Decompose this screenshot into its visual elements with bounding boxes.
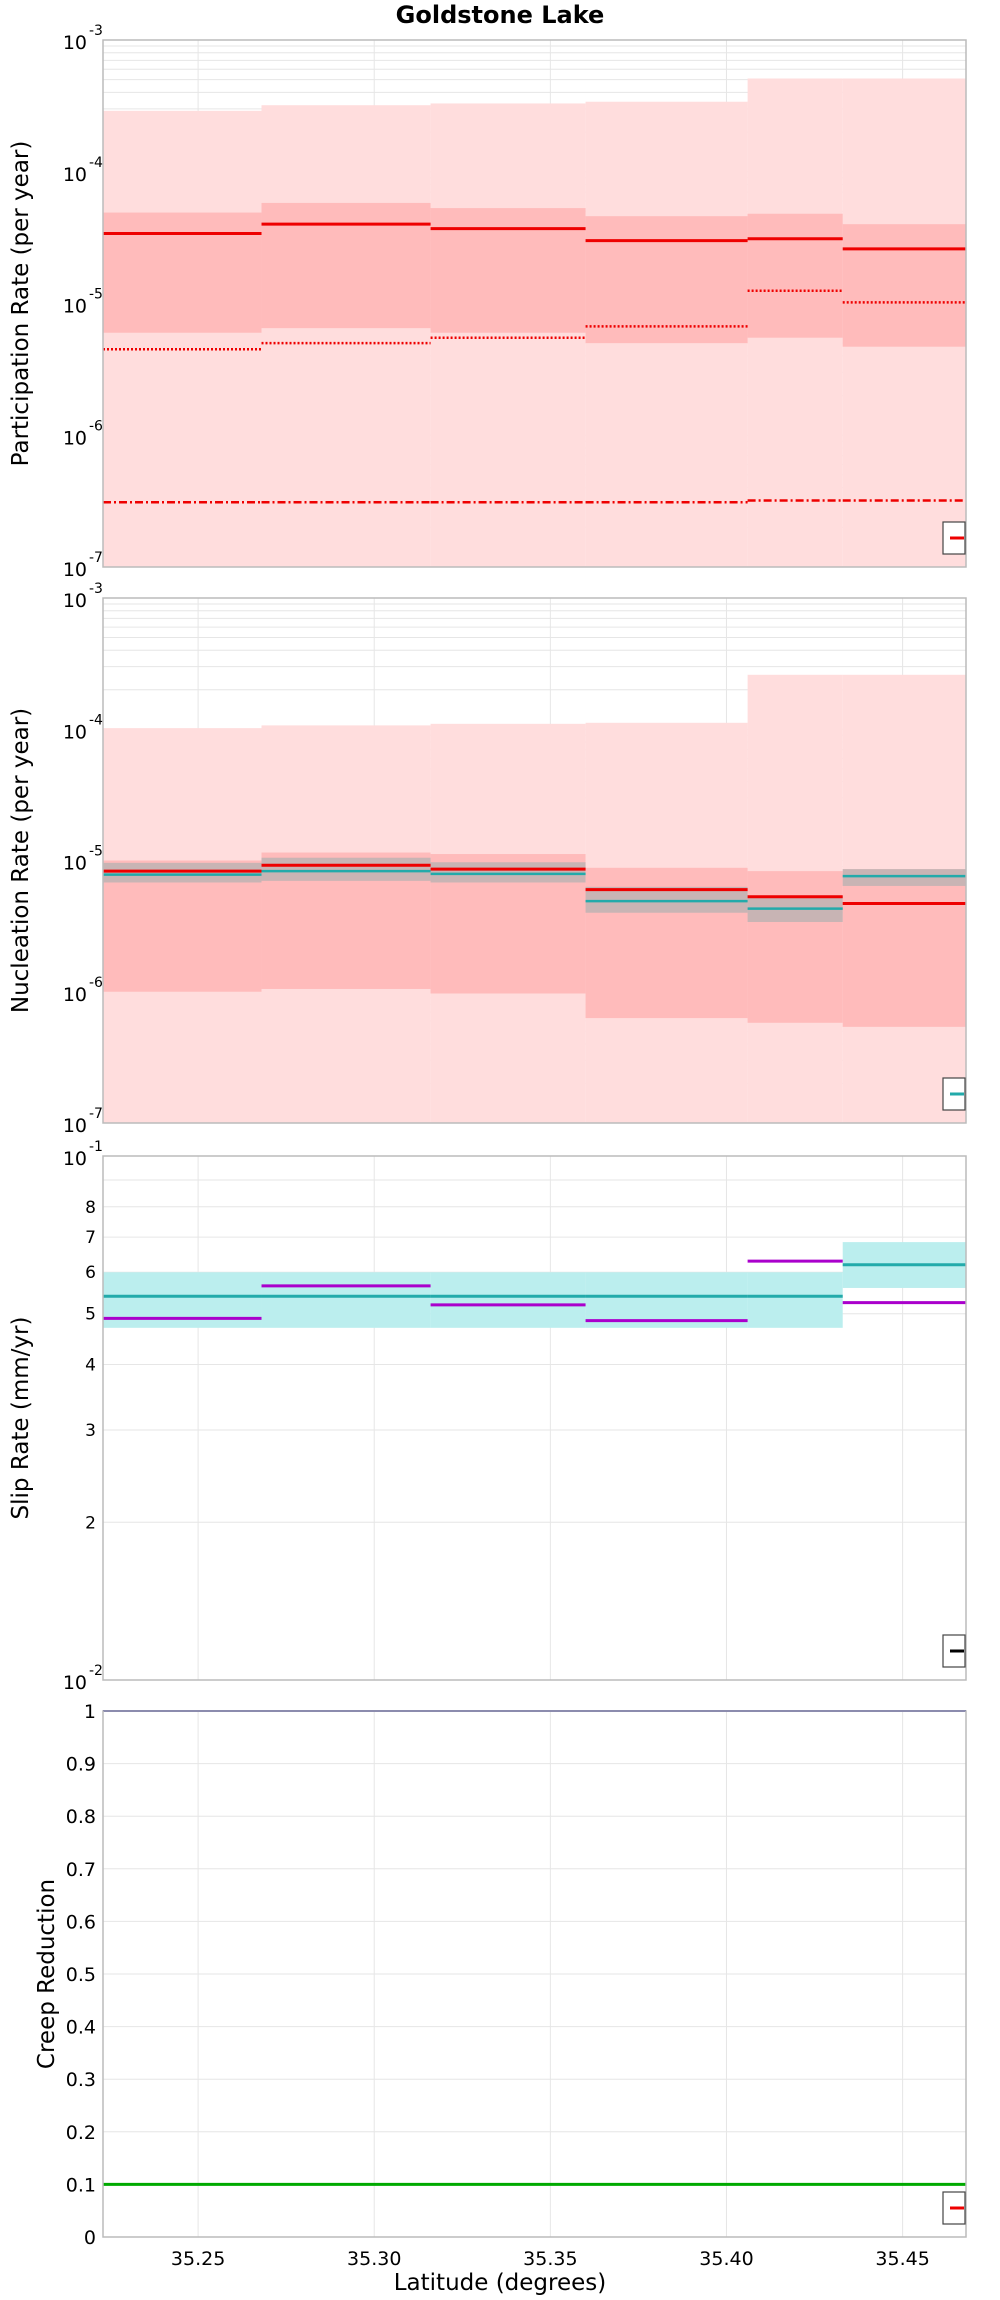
y-tick-base: 10 bbox=[63, 1148, 87, 1170]
y-tick-exponent: -5 bbox=[89, 287, 103, 303]
y-axis-label: Slip Rate (mm/yr) bbox=[8, 1317, 34, 1520]
band-inner bbox=[842, 224, 966, 347]
y-tick-base: 10 bbox=[63, 296, 87, 318]
band-teal bbox=[261, 1272, 431, 1328]
y-tick-exponent: -2 bbox=[89, 1663, 103, 1679]
y-tick-label: 10-3 bbox=[63, 23, 103, 54]
plot-frame bbox=[102, 1155, 967, 1681]
y-minor-tick-label: 5 bbox=[85, 1305, 96, 1325]
y-tick-label: 10-7 bbox=[63, 1106, 103, 1137]
y-tick-label: 0.9 bbox=[66, 1754, 96, 1776]
y-tick-base: 10 bbox=[63, 164, 87, 186]
y-tick-label: 10-2 bbox=[63, 1663, 103, 1694]
band-teal bbox=[747, 1272, 843, 1328]
band-teal bbox=[585, 1272, 748, 1328]
y-minor-tick-label: 6 bbox=[85, 1263, 96, 1283]
x-tick-label: 35.35 bbox=[523, 2248, 577, 2270]
y-tick-label: 0.2 bbox=[66, 2122, 96, 2144]
legend-box bbox=[942, 1634, 966, 1668]
y-tick-label: 0.8 bbox=[66, 1806, 96, 1828]
band-teal bbox=[430, 1272, 586, 1328]
band-inner bbox=[103, 212, 262, 333]
y-tick-label: 10-4 bbox=[63, 155, 103, 186]
band-outer bbox=[430, 103, 586, 567]
y-tick-base: 10 bbox=[63, 559, 87, 581]
y-tick-base: 10 bbox=[63, 853, 87, 875]
y-tick-label: 10-5 bbox=[63, 844, 103, 875]
y-tick-label: 10-5 bbox=[63, 287, 103, 318]
band-inner bbox=[585, 216, 748, 344]
y-minor-tick-label: 2 bbox=[85, 1513, 96, 1533]
y-tick-exponent: -1 bbox=[89, 1139, 103, 1155]
y-tick-exponent: -4 bbox=[89, 712, 103, 728]
y-tick-exponent: -7 bbox=[89, 1106, 103, 1122]
y-tick-base: 10 bbox=[63, 984, 87, 1006]
y-tick-base: 10 bbox=[63, 32, 87, 54]
y-tick-base: 10 bbox=[63, 1672, 87, 1694]
y-tick-base: 10 bbox=[63, 590, 87, 612]
y-axis-label: Creep Reduction bbox=[34, 1879, 60, 2069]
y-tick-label: 0.6 bbox=[66, 1911, 96, 1933]
y-minor-tick-label: 8 bbox=[85, 1198, 96, 1218]
y-tick-label: 10-4 bbox=[63, 712, 103, 743]
y-axis-label: Nucleation Rate (per year) bbox=[8, 708, 34, 1013]
y-tick-label: 10-6 bbox=[63, 975, 103, 1006]
legend-box bbox=[942, 1077, 966, 1111]
x-tick-label: 35.25 bbox=[171, 2248, 225, 2270]
y-tick-base: 10 bbox=[63, 427, 87, 449]
y-tick-label: 0.5 bbox=[66, 1964, 96, 1986]
band-gray bbox=[261, 857, 431, 881]
x-axis-label: Latitude (degrees) bbox=[394, 2270, 607, 2296]
band-outer bbox=[103, 110, 262, 567]
legend-box bbox=[942, 2191, 966, 2225]
plot-frame bbox=[102, 1710, 967, 2238]
chart-title: Goldstone Lake bbox=[396, 1, 605, 29]
band-outer bbox=[261, 105, 431, 568]
y-tick-label: 10-1 bbox=[63, 1139, 103, 1170]
band-gray bbox=[430, 862, 586, 883]
y-tick-exponent: -5 bbox=[89, 844, 103, 860]
y-minor-tick-label: 7 bbox=[85, 1228, 96, 1248]
band-inner bbox=[261, 202, 431, 329]
band-inner bbox=[430, 208, 586, 333]
y-minor-tick-label: 3 bbox=[85, 1421, 96, 1441]
y-tick-label: 0.3 bbox=[66, 2069, 96, 2091]
y-tick-exponent: -7 bbox=[89, 550, 103, 566]
y-tick-label: 0.7 bbox=[66, 1859, 96, 1881]
y-tick-base: 10 bbox=[63, 1115, 87, 1137]
band-inner bbox=[747, 871, 843, 1023]
band-gray bbox=[842, 869, 966, 886]
legend-box bbox=[942, 521, 966, 555]
y-minor-tick-label: 4 bbox=[85, 1356, 96, 1376]
plot-frame bbox=[102, 39, 967, 568]
y-tick-exponent: -4 bbox=[89, 155, 103, 171]
band-gray bbox=[585, 886, 748, 913]
band-inner bbox=[747, 213, 843, 338]
plot-frame bbox=[102, 597, 967, 1124]
band-gray bbox=[103, 862, 262, 883]
x-tick-label: 35.40 bbox=[699, 2248, 753, 2270]
y-tick-label: 10-7 bbox=[63, 550, 103, 581]
y-tick-label: 0 bbox=[84, 2227, 96, 2249]
x-tick-label: 35.30 bbox=[347, 2248, 401, 2270]
band-inner bbox=[842, 873, 966, 1027]
y-tick-label: 1 bbox=[84, 1701, 96, 1723]
y-tick-label: 0.1 bbox=[66, 2174, 96, 2196]
y-tick-exponent: -6 bbox=[89, 975, 103, 991]
y-tick-label: 0.4 bbox=[66, 2017, 96, 2039]
panel-creep: 0 0.1 0.2 0.3 0.4 0.5 0.6 0.7 0.8 0.9 1 35.25 35.30 3… bbox=[34, 1701, 967, 2270]
y-tick-label: 10-3 bbox=[63, 581, 103, 612]
y-tick-exponent: -3 bbox=[89, 23, 103, 39]
y-axis-label: Participation Rate (per year) bbox=[8, 141, 34, 467]
y-tick-base: 10 bbox=[63, 721, 87, 743]
x-tick-label: 35.45 bbox=[875, 2248, 929, 2270]
y-tick-label: 10-6 bbox=[63, 418, 103, 449]
y-tick-exponent: -3 bbox=[89, 581, 103, 597]
y-tick-exponent: -6 bbox=[89, 418, 103, 434]
